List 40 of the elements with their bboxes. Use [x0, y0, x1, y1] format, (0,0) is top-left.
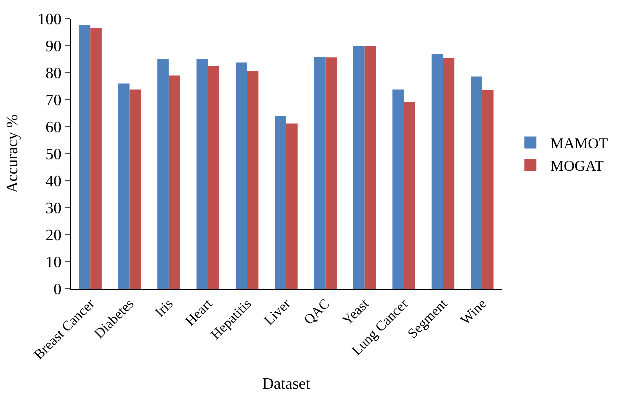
y-tick-label: 100: [38, 12, 62, 29]
y-tick-label: 30: [46, 200, 62, 218]
legend-label: MAMOT: [550, 136, 608, 153]
y-tick-label: 10: [46, 254, 62, 272]
bar: [286, 124, 298, 289]
bar: [196, 60, 208, 289]
y-tick-label: 0: [54, 282, 62, 299]
bar: [404, 102, 416, 289]
bar: [158, 60, 169, 289]
bar: [326, 58, 338, 289]
bar: [443, 58, 455, 289]
bar: [130, 90, 142, 289]
x-tick-label: Iris: [152, 296, 177, 321]
y-tick-label: 50: [46, 146, 62, 164]
bar: [247, 71, 259, 289]
bar: [118, 84, 130, 289]
y-tick-label: 40: [46, 174, 62, 191]
legend-label: MOGAT: [550, 159, 604, 176]
y-tick-label: 70: [46, 92, 62, 110]
bar: [208, 66, 220, 289]
bar: [168, 76, 180, 289]
bar: [392, 90, 404, 289]
x-axis-title: Dataset: [262, 376, 312, 394]
y-tick-label: 60: [46, 120, 62, 137]
bar: [364, 46, 376, 289]
bar: [90, 28, 102, 289]
y-tick-label: 20: [46, 228, 62, 245]
bar: [236, 62, 248, 289]
bar: [79, 25, 91, 289]
bar: [275, 116, 286, 289]
bar: [314, 57, 326, 289]
bar: [482, 90, 494, 289]
x-tick-label: Yeast: [340, 296, 373, 330]
bar: [432, 54, 444, 289]
bar: [354, 46, 365, 289]
y-tick-label: 80: [46, 66, 62, 83]
bar: [471, 76, 482, 289]
y-axis-title: Accuracy %: [4, 114, 22, 194]
y-tick-label: 90: [46, 38, 62, 56]
x-tick-label: Wine: [458, 296, 490, 329]
